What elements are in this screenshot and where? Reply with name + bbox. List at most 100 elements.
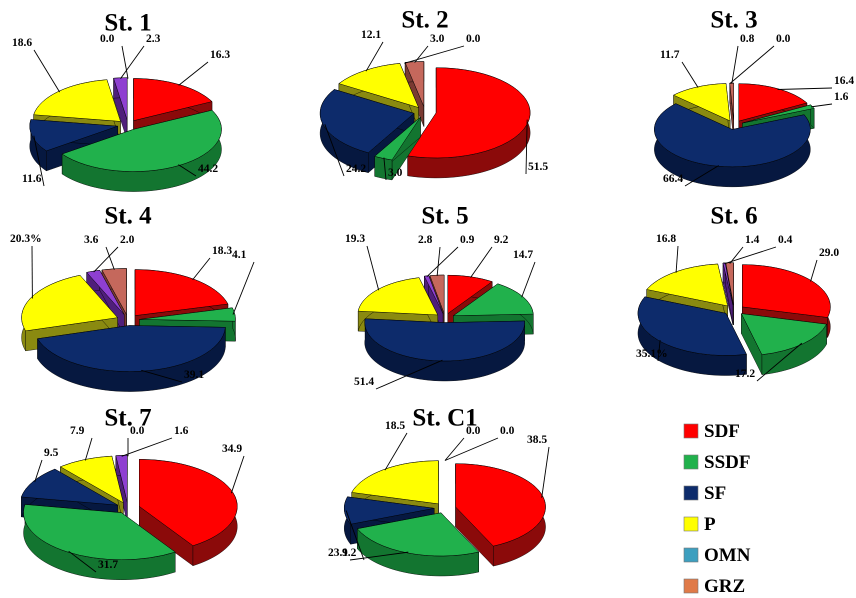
legend-item-p: P [683,514,716,535]
data-label-sf: 9.2 [342,547,357,559]
legend-item-sdf: SDF [683,421,740,442]
data-label-sdf: 16.3 [210,49,230,61]
data-label-sdf: 38.5 [527,434,547,446]
chart-title: St. 2 [401,7,448,34]
pie-slices [29,77,222,192]
slice-top [364,318,525,362]
leader-line [724,246,777,265]
leader-line [729,246,744,264]
slice-top [742,264,831,318]
slice-grz [404,61,425,127]
data-label-p: 16.8 [656,233,676,245]
leader-line [777,87,833,90]
leader-line [93,246,119,273]
slice-omn [423,275,444,334]
pie-slices [637,262,831,376]
data-label-sf: 39.1 [184,369,204,381]
leader-line [444,437,499,461]
leader-line [384,432,408,471]
leader-line [68,550,97,573]
data-label-ssdf: 1.6 [834,91,849,103]
data-label-sf: 35.1% [636,348,668,360]
slice-top [29,119,118,152]
slice-top [115,455,128,503]
legend-swatch [683,423,699,439]
legend-label: OMN [704,545,751,566]
leader-line [33,135,45,187]
data-label-grz: 0.8 [740,33,755,45]
pie-chart-st-c1: St. C1 38.5 23.19.2 18.5 0.0 0.0 [328,405,550,577]
slice-top [113,77,128,121]
data-label-p: 12.1 [361,29,381,41]
slice-top [59,455,124,504]
pie-chart-st-3: St. 3 16.4 1.6 66.4 11.7 0.0 0.8 [654,7,854,188]
pie-slices [343,460,546,577]
data-label-omn: 0.0 [500,425,515,437]
slice-top [338,63,420,108]
slice-top [351,460,439,505]
slice-top [343,496,435,525]
leader-line [120,45,145,79]
leader-line [121,45,129,79]
data-labels: 38.5 23.19.2 18.5 0.0 0.0 [328,420,550,561]
data-label-grz: 3.6 [84,234,99,246]
legend-item-ssdf: SSDF [683,452,750,473]
slice-omn [113,77,128,141]
slice-sf [37,325,226,392]
leader-line [525,119,528,175]
leader-line [731,45,739,84]
data-label-grz: 0.0 [130,425,145,437]
data-label-sdf: 29.0 [819,247,839,259]
chart-title: St. 4 [104,203,152,230]
data-label-sdf: 51.5 [528,161,548,173]
pie-chart-st-6: St. 6 29.0 17.2 35.1% 16.8 0.4 1.4 [636,203,839,382]
leader-line [470,246,493,278]
slice-top [23,504,176,561]
leader-line [232,261,255,315]
slice-ssdf [356,512,480,577]
slice-top [139,459,238,547]
leader-line [178,61,209,86]
slice-top [319,89,415,154]
pie-slices [357,274,534,382]
data-label-sf: 24.2 [346,163,366,175]
slice-top [374,116,421,161]
slice-sf [364,318,525,382]
slice-sf [654,103,811,188]
data-label-ssdf: 3.0 [388,167,403,179]
data-label-omn: 0.0 [466,33,481,45]
slice-top [423,275,444,314]
data-label-grz: 0.0 [100,33,115,45]
data-label-sdf: 34.9 [222,443,242,455]
pie-chart-st-1: St. 1 16.3 44.2 11.6 18.6 2.3 0.0 [12,10,230,192]
data-labels: 16.4 1.6 66.4 11.7 0.0 0.8 [660,33,854,187]
legend-label: SDF [704,421,740,442]
chart-title: St. 1 [104,10,151,37]
leader-line [444,437,465,461]
legend-item-sf: SF [683,483,726,504]
leader-line [178,164,197,177]
data-label-sf: 66.4 [663,173,683,185]
leader-line [105,246,115,270]
leader-line [657,339,661,362]
data-label-ssdf: 14.7 [513,249,533,261]
pie-slices [319,61,531,181]
leader-line [33,49,61,93]
leader-line [436,246,441,276]
leader-line [541,446,550,498]
data-label-sdf: 18.3 [212,245,232,257]
slice-ssdf [374,116,421,181]
data-label-grz: 2.8 [418,234,433,246]
pie-chart-st-7: St. 7 34.9 31.7 9.5 7.9 1.6 0.0 [20,405,245,580]
data-label-sf: 51.4 [354,376,374,388]
slice-top [134,269,229,316]
leader-line [121,437,173,457]
leader-line [810,259,818,282]
legend-label: SF [704,483,726,504]
data-label-p: 7.9 [70,425,85,437]
pie-chart-st-4: St. 4 18.3 4.1 39.1 20.3% 2.0 3.6 [10,203,255,392]
data-label-sdf: 9.2 [494,234,509,246]
slice-top [404,61,425,107]
slice-top [86,269,125,315]
leader-line [684,165,720,187]
